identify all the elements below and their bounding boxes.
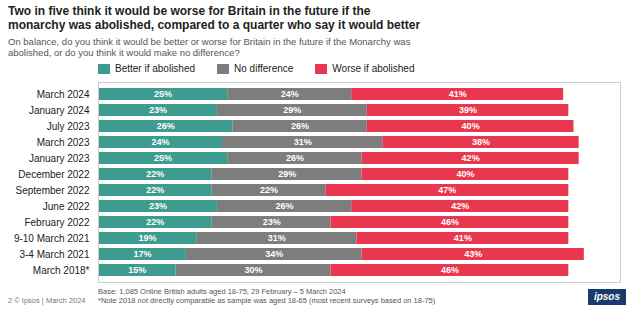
html-text:Better if abolished: Better if abolished [115,62,196,74]
svg-text:31%: 31% [268,233,286,243]
svg-text:17%: 17% [133,249,151,259]
svg-text:42%: 42% [462,153,480,163]
svg-text:41%: 41% [454,233,472,243]
svg-text:34%: 34% [265,249,283,259]
svg-text:9-10 March 2021: 9-10 March 2021 [14,232,90,243]
html-text:On balance, do you think it wo: On balance, do you think it would be bet… [8,35,411,59]
svg-text:February 2022: February 2022 [24,216,89,227]
svg-text:September 2022: September 2022 [16,184,90,195]
svg-text:22%: 22% [146,169,164,179]
svg-text:26%: 26% [291,121,309,131]
html-text:No difference: No difference [234,62,294,74]
svg-text:29%: 29% [278,169,296,179]
svg-text:29%: 29% [283,105,301,115]
svg-text:25%: 25% [154,89,172,99]
svg-text:42%: 42% [451,201,469,211]
html-text:ipsos: ipsos [593,290,620,302]
html-text:*Note 2018 not directly compar: *Note 2018 not directly comparable as sa… [98,295,436,305]
svg-text:31%: 31% [294,137,312,147]
svg-text:22%: 22% [260,185,278,195]
svg-text:24%: 24% [281,89,299,99]
html-text:Two in five think it would be: Two in five think it would be worse for … [8,4,421,33]
svg-text:January 2024: January 2024 [29,104,90,115]
svg-text:January 2023: January 2023 [29,152,90,163]
svg-text:46%: 46% [441,217,459,227]
svg-text:15%: 15% [128,265,146,275]
svg-text:22%: 22% [146,217,164,227]
svg-text:39%: 39% [459,105,477,115]
html-text:2 © Ipsos | March 2024: 2 © Ipsos | March 2024 [8,295,86,305]
html-text:Worse if abolished: Worse if abolished [332,62,415,74]
svg-text:40%: 40% [462,121,480,131]
svg-text:26%: 26% [157,121,175,131]
svg-text:March 2018*: March 2018* [33,264,90,275]
svg-text:46%: 46% [441,265,459,275]
svg-text:December 2022: December 2022 [18,168,90,179]
svg-text:22%: 22% [146,185,164,195]
svg-text:26%: 26% [276,201,294,211]
svg-text:26%: 26% [286,153,304,163]
svg-text:March 2023: March 2023 [37,136,90,147]
svg-text:March 2024: March 2024 [37,88,90,99]
html-text:Base: 1,085 Online British adu: Base: 1,085 Online British adults aged 1… [98,286,346,296]
svg-text:23%: 23% [263,217,281,227]
svg-text:3-4 March 2021: 3-4 March 2021 [19,248,89,259]
svg-text:41%: 41% [449,89,467,99]
svg-text:June 2022: June 2022 [43,200,90,211]
svg-text:40%: 40% [456,169,474,179]
svg-text:July 2023: July 2023 [47,120,90,131]
svg-text:25%: 25% [154,153,172,163]
svg-text:38%: 38% [472,137,490,147]
svg-text:23%: 23% [149,105,167,115]
svg-text:23%: 23% [149,201,167,211]
svg-text:19%: 19% [139,233,157,243]
svg-text:43%: 43% [464,249,482,259]
svg-text:24%: 24% [152,137,170,147]
svg-text:30%: 30% [245,265,263,275]
svg-text:47%: 47% [438,185,456,195]
